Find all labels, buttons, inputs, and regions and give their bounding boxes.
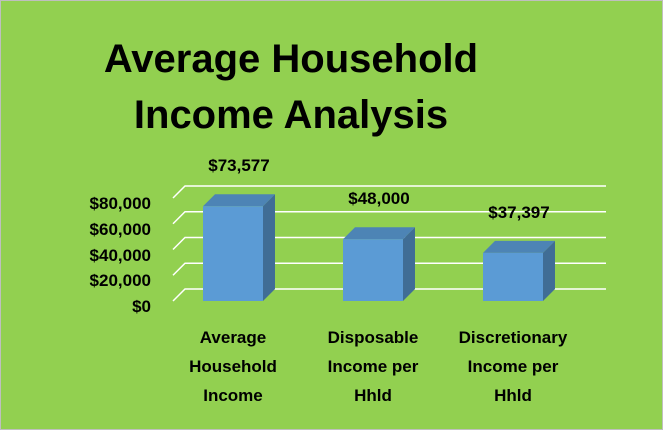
bar-front xyxy=(343,239,403,301)
bar-front xyxy=(203,206,263,301)
bar xyxy=(483,240,555,301)
bar-side xyxy=(543,240,555,301)
value-label: $37,397 xyxy=(488,202,550,222)
bar xyxy=(203,194,275,301)
grid-line xyxy=(172,185,606,199)
grid-line xyxy=(172,236,606,251)
grid-line xyxy=(172,288,606,302)
bar-top xyxy=(203,194,275,207)
bar-side xyxy=(403,227,415,301)
bar-top xyxy=(483,240,555,253)
bar-front xyxy=(483,252,543,301)
bar-side xyxy=(263,194,275,301)
value-label: $73,577 xyxy=(208,156,270,176)
x-tick-label: Average Household Income xyxy=(189,328,277,405)
x-tick-label: Disposable Income per Hhld xyxy=(327,328,419,405)
grid-line xyxy=(172,211,606,225)
x-tick-label: Discretionary Income per Hhld xyxy=(458,328,568,405)
bar-top xyxy=(343,227,415,240)
bar xyxy=(343,227,415,301)
y-tick-label: $40,000 xyxy=(89,245,151,265)
value-label: $48,000 xyxy=(348,189,410,209)
y-tick-label: $80,000 xyxy=(89,194,151,213)
y-tick-label: $60,000 xyxy=(89,219,151,239)
grid-line xyxy=(172,262,606,276)
chart-title: Average Household Income Analysis xyxy=(103,37,479,137)
y-tick-label: $20,000 xyxy=(89,271,151,291)
y-tick-label: $0 xyxy=(132,297,151,316)
